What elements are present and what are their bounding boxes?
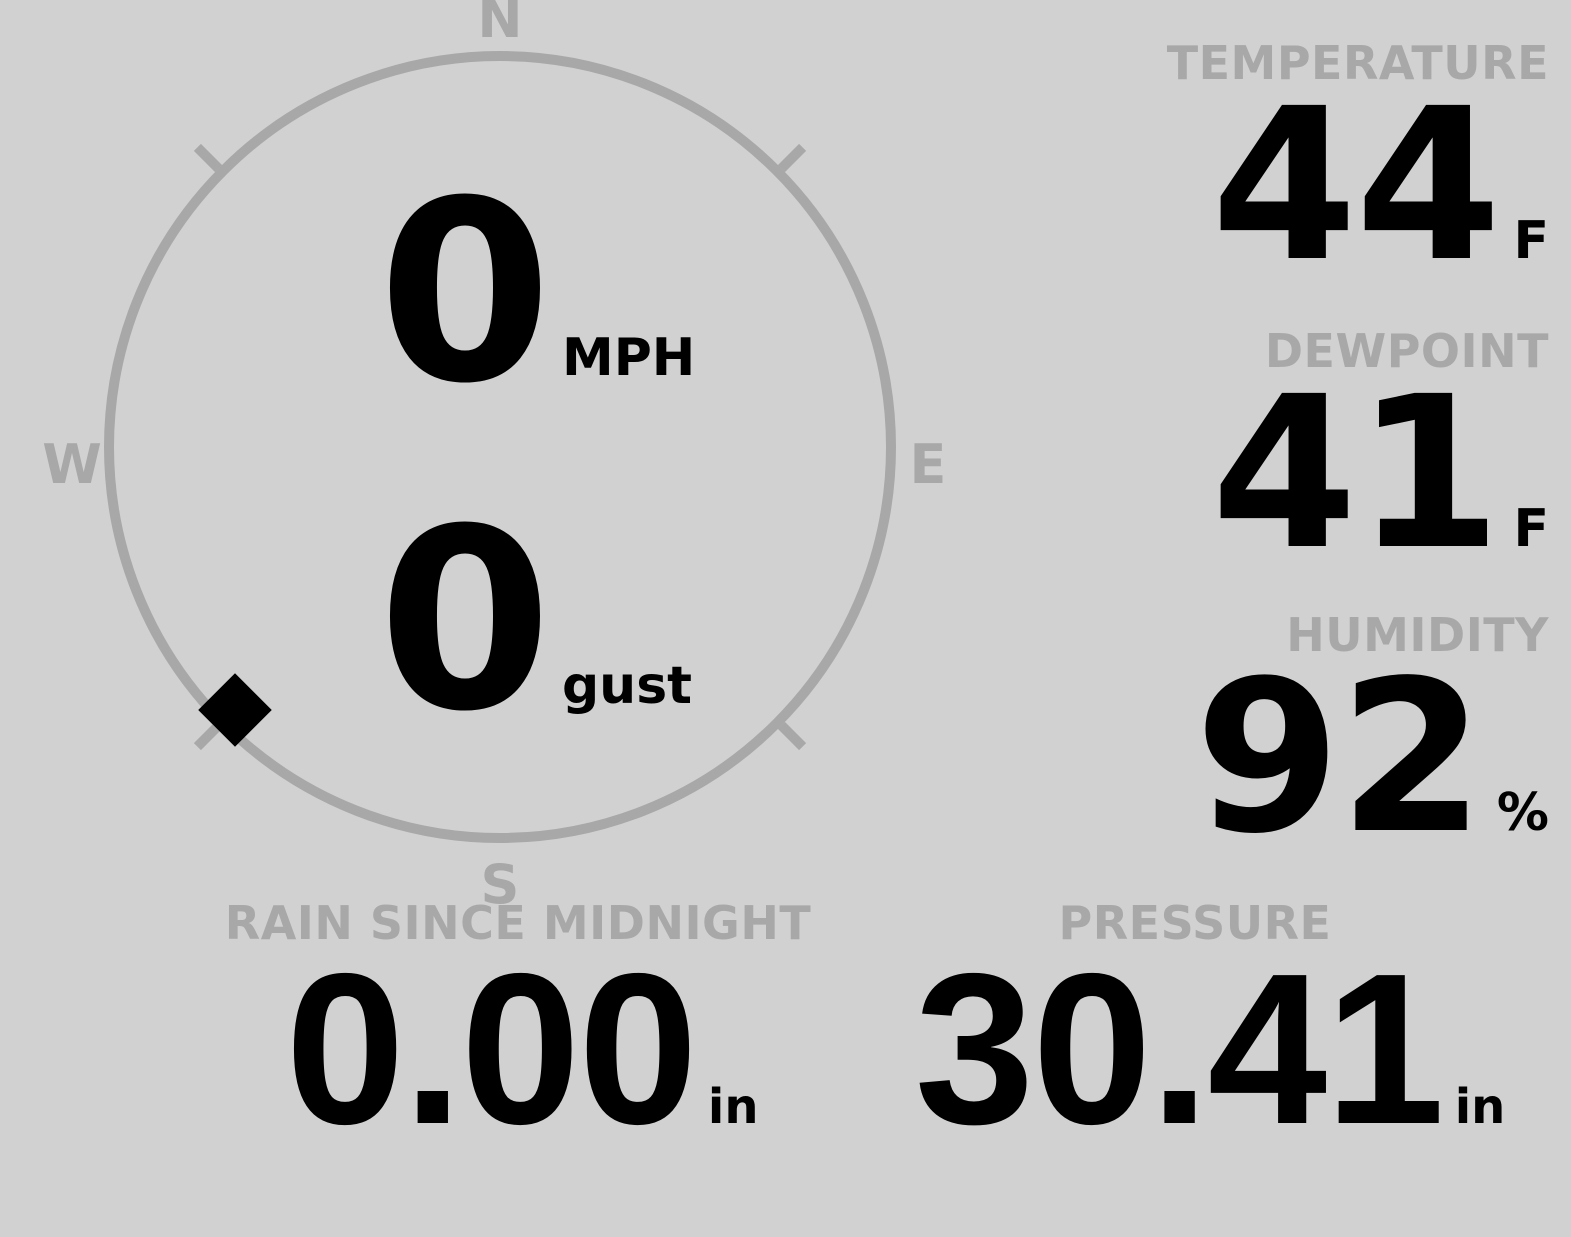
wind-gust-readout: 0 gust xyxy=(378,475,693,766)
rain-unit: in xyxy=(707,1079,759,1135)
rain-label: RAIN SINCE MIDNIGHT xyxy=(224,896,812,950)
wind-direction-marker-icon xyxy=(198,673,272,747)
rain-valuerow: 0.00 in xyxy=(212,928,832,1169)
pressure-value: 30.41 xyxy=(914,928,1445,1169)
compass-label-east: E xyxy=(909,433,947,496)
humidity-unit: % xyxy=(1496,783,1549,843)
metric-temperature: TEMPERATURE 44 F xyxy=(929,36,1549,308)
metric-humidity: HUMIDITY 92 % xyxy=(929,608,1549,880)
compass-ticks xyxy=(193,143,807,751)
wind-speed-readout: 0 MPH xyxy=(378,147,696,438)
humidity-label: HUMIDITY xyxy=(1286,608,1549,662)
pressure-valuerow: 30.41 in xyxy=(900,928,1520,1169)
compass-ring xyxy=(104,51,896,843)
compass-dial xyxy=(104,51,896,843)
dewpoint-label: DEWPOINT xyxy=(1264,324,1549,378)
pressure-label: PRESSURE xyxy=(1058,896,1332,950)
pressure-unit: in xyxy=(1454,1079,1506,1135)
wind-speed-unit: MPH xyxy=(561,328,696,388)
metric-dewpoint: DEWPOINT 41 F xyxy=(929,324,1549,596)
humidity-valuerow: 92 % xyxy=(929,635,1549,880)
compass-label-south: S xyxy=(480,853,520,916)
compass-tick-se xyxy=(777,721,807,751)
humidity-value: 92 xyxy=(1194,635,1485,880)
wind-gust-unit: gust xyxy=(561,656,693,716)
compass-tick-sw xyxy=(193,721,223,751)
temperature-unit: F xyxy=(1513,211,1549,271)
dewpoint-unit: F xyxy=(1513,499,1549,559)
dewpoint-valuerow: 41 F xyxy=(929,351,1549,596)
compass-label-north: N xyxy=(477,0,523,50)
metric-pressure: PRESSURE 30.41 in xyxy=(900,896,1520,1169)
wind-compass-panel: N S W E 0 MPH 0 gust xyxy=(0,0,1000,920)
temperature-label: TEMPERATURE xyxy=(1166,36,1549,90)
metric-rain: RAIN SINCE MIDNIGHT 0.00 in xyxy=(212,896,832,1169)
wind-gust-value: 0 xyxy=(378,475,552,766)
compass-tick-nw xyxy=(193,143,223,173)
compass-tick-ne xyxy=(777,143,807,173)
temperature-valuerow: 44 F xyxy=(929,63,1549,308)
dewpoint-value: 41 xyxy=(1211,351,1501,596)
wind-speed-value: 0 xyxy=(378,147,552,438)
temperature-value: 44 xyxy=(1211,63,1501,308)
rain-value: 0.00 xyxy=(285,928,697,1169)
compass-label-west: W xyxy=(42,433,102,496)
